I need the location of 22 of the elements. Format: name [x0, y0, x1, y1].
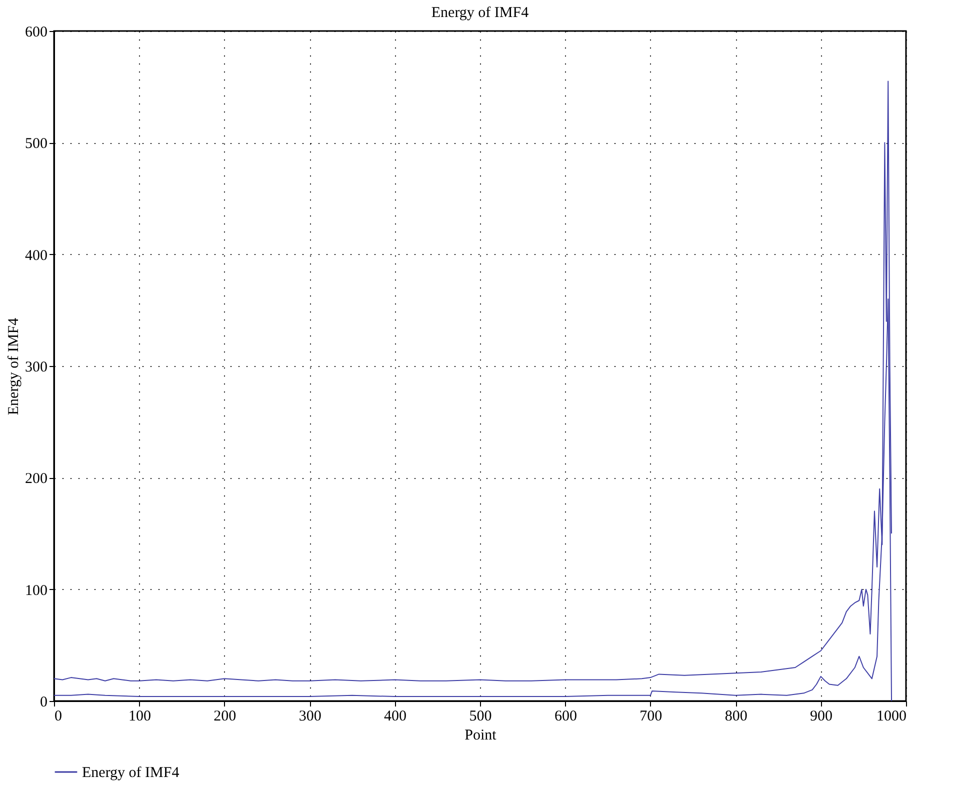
chart-title: Energy of IMF4 [431, 5, 530, 21]
x-tick-label: 0 [54, 708, 62, 724]
x-tick-label: 600 [554, 708, 577, 724]
x-tick-label: 1000 [876, 708, 906, 724]
y-tick-label: 500 [25, 136, 48, 152]
y-tick-label: 100 [25, 582, 48, 599]
x-tick-label: 800 [724, 708, 748, 724]
y-tick-label: 600 [25, 24, 48, 40]
x-tick-label: 700 [640, 708, 662, 724]
y-tick-label: 0 [40, 694, 48, 710]
y-tick-label: 300 [25, 360, 48, 376]
x-tick-label: 300 [298, 708, 322, 724]
x-axis-title: Point [464, 728, 498, 744]
y-axis-title: Energy of IMF4 [6, 317, 22, 416]
y-tick-label: 200 [25, 471, 48, 488]
legend-label: Energy of IMF4 [82, 765, 180, 781]
x-tick-label: 500 [469, 708, 492, 724]
y-tick-label: 400 [25, 248, 48, 264]
x-tick-label: 100 [128, 708, 151, 724]
x-tick-label: 400 [384, 708, 407, 724]
x-tick-label: 200 [214, 708, 236, 724]
x-tick-label: 900 [810, 708, 833, 724]
